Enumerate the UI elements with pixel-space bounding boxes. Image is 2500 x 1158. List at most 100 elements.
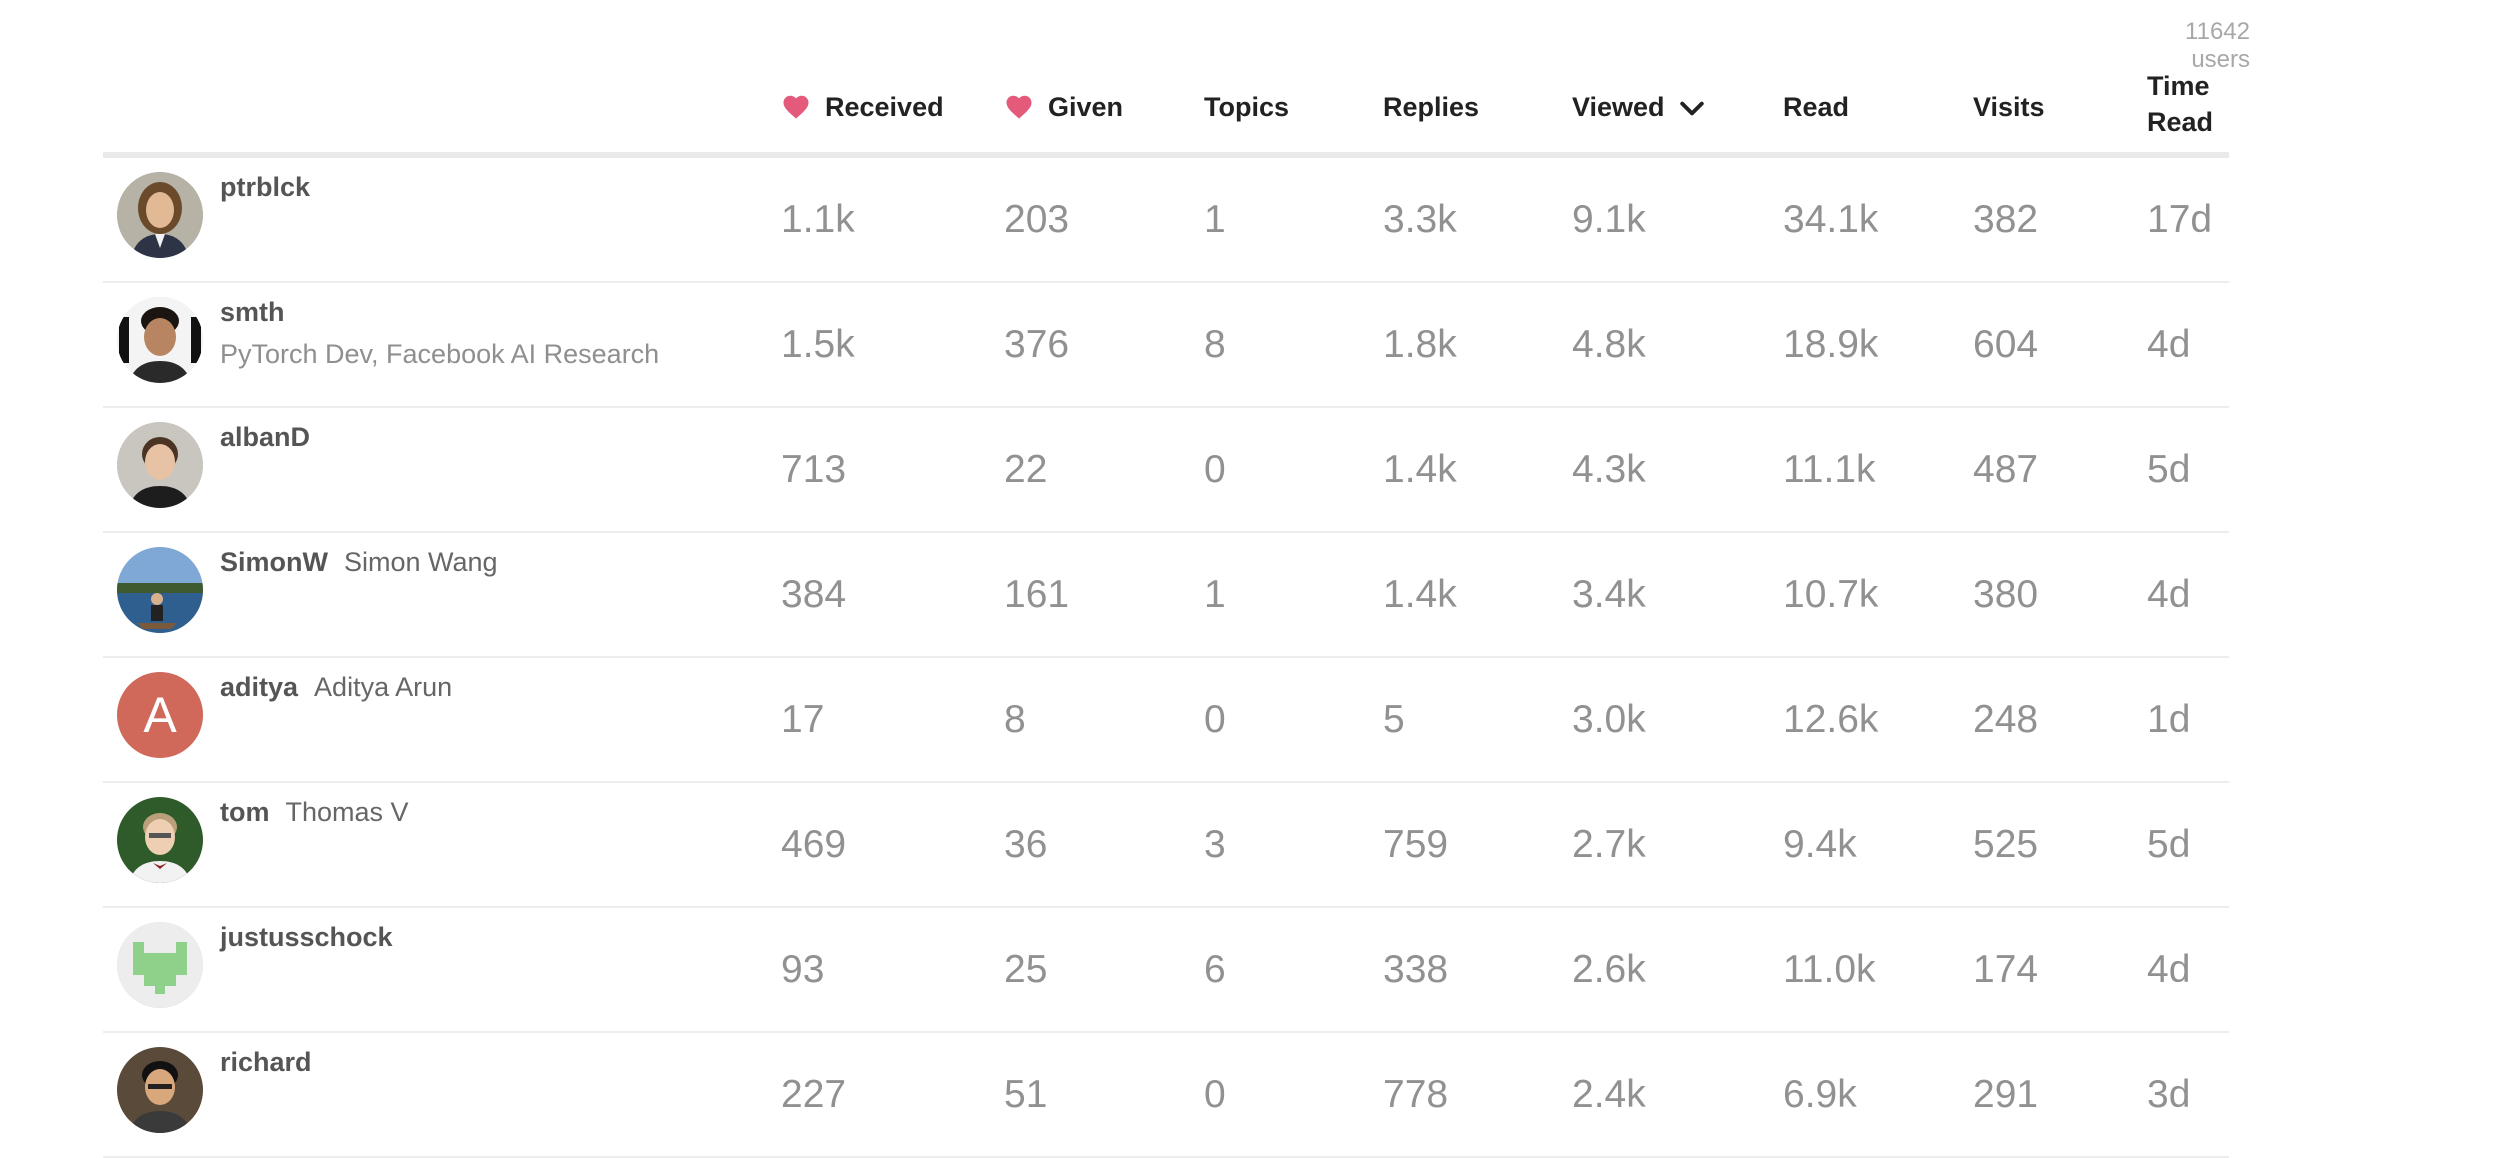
username[interactable]: justusschock (220, 922, 393, 952)
replies-value: 759 (1383, 822, 1449, 866)
topics-value: 1 (1204, 197, 1226, 241)
column-time-read-line1: Time (2147, 71, 2210, 101)
column-topics[interactable]: Topics (1204, 92, 1290, 122)
username[interactable]: SimonW Simon Wang (220, 547, 498, 578)
received-value: 713 (781, 447, 847, 491)
table-row[interactable]: richard 227 51 0 778 2.4k 6.9k 291 3d (103, 1033, 2229, 1158)
avatar[interactable] (117, 922, 203, 1008)
received-value: 93 (781, 947, 825, 991)
table-row[interactable]: justusschock 93 25 6 338 2.6k 11.0k 174 … (103, 908, 2229, 1033)
avatar[interactable] (117, 422, 203, 508)
column-given-label: Given (1048, 92, 1124, 122)
given-value: 25 (1004, 947, 1048, 991)
user-title: PyTorch Dev, Facebook AI Research (220, 339, 660, 369)
username[interactable]: richard (220, 1047, 312, 1077)
received-value: 227 (781, 1072, 847, 1116)
replies-value: 1.8k (1383, 322, 1457, 366)
table-row[interactable]: A aditya Aditya Arun 17 8 0 5 3.0k 12.6k … (103, 658, 2229, 783)
viewed-value: 4.3k (1572, 447, 1646, 491)
full-name: Aditya Arun (314, 672, 453, 702)
visits-value: 248 (1973, 697, 2039, 741)
username[interactable]: smth (220, 297, 285, 327)
given-value: 203 (1004, 197, 1070, 241)
given-value: 161 (1004, 572, 1070, 616)
read-value: 12.6k (1783, 697, 1879, 741)
table-header: Received Given Topics Replies Viewed Rea… (103, 62, 2229, 158)
viewed-value: 3.0k (1572, 697, 1646, 741)
username[interactable]: albanD (220, 422, 311, 452)
time-read-value: 5d (2147, 822, 2191, 866)
topics-value: 8 (1204, 322, 1226, 366)
time-read-value: 4d (2147, 947, 2191, 991)
avatar[interactable] (117, 547, 203, 633)
username[interactable]: tom Thomas V (220, 797, 409, 828)
avatar-letter: A (143, 687, 177, 743)
heart-icon (781, 92, 811, 122)
visits-value: 291 (1973, 1072, 2039, 1116)
column-read[interactable]: Read (1783, 92, 1850, 122)
given-value: 51 (1004, 1072, 1048, 1116)
column-viewed[interactable]: Viewed (1572, 62, 1705, 152)
username[interactable]: ptrblck (220, 172, 311, 202)
read-value: 11.0k (1783, 947, 1876, 991)
table-row[interactable]: albanD 713 22 0 1.4k 4.3k 11.1k 487 5d (103, 408, 2229, 533)
table-row[interactable]: SimonW Simon Wang 384 161 1 1.4k 3.4k 10.… (103, 533, 2229, 658)
viewed-value: 3.4k (1572, 572, 1646, 616)
received-value: 17 (781, 697, 825, 741)
read-value: 10.7k (1783, 572, 1879, 616)
full-name: Simon Wang (344, 547, 498, 577)
column-replies[interactable]: Replies (1383, 92, 1480, 122)
table-row[interactable]: tom Thomas V 469 36 3 759 2.7k 9.4k 525 5… (103, 783, 2229, 908)
column-time-read-line2: Read (2147, 107, 2214, 137)
viewed-value: 9.1k (1572, 197, 1646, 241)
username[interactable]: aditya Aditya Arun (220, 672, 452, 703)
topics-value: 6 (1204, 947, 1226, 991)
topics-value: 0 (1204, 1072, 1226, 1116)
replies-value: 1.4k (1383, 572, 1457, 616)
chevron-down-icon (1679, 94, 1705, 120)
received-value: 384 (781, 572, 847, 616)
username-text: SimonW (220, 547, 328, 577)
avatar[interactable] (117, 297, 203, 383)
column-received-label: Received (825, 92, 944, 122)
replies-value: 778 (1383, 1072, 1449, 1116)
received-value: 1.5k (781, 322, 855, 366)
replies-value: 1.4k (1383, 447, 1457, 491)
table-row[interactable]: ptrblck 1.1k 203 1 3.3k 9.1k 34.1k 382 1… (103, 158, 2229, 283)
time-read-value: 4d (2147, 572, 2191, 616)
avatar[interactable] (117, 797, 203, 883)
user-count: 11642 users (2185, 18, 2250, 73)
time-read-value: 5d (2147, 447, 2191, 491)
column-time-read[interactable]: Time Read (2147, 62, 2213, 158)
visits-value: 525 (1973, 822, 2039, 866)
time-read-value: 4d (2147, 322, 2191, 366)
read-value: 18.9k (1783, 322, 1879, 366)
visits-value: 380 (1973, 572, 2039, 616)
column-viewed-label: Viewed (1572, 92, 1665, 122)
read-value: 9.4k (1783, 822, 1857, 866)
avatar[interactable] (117, 172, 203, 258)
replies-value: 3.3k (1383, 197, 1457, 241)
given-value: 22 (1004, 447, 1048, 491)
column-received[interactable]: Received (781, 62, 944, 152)
table-row[interactable]: smth PyTorch Dev, Facebook AI Research 1… (103, 283, 2229, 408)
received-value: 1.1k (781, 197, 855, 241)
time-read-value: 3d (2147, 1072, 2191, 1116)
replies-value: 338 (1383, 947, 1449, 991)
read-value: 6.9k (1783, 1072, 1857, 1116)
avatar[interactable]: A (117, 672, 203, 758)
column-visits[interactable]: Visits (1973, 92, 2045, 122)
given-value: 376 (1004, 322, 1070, 366)
username-text: aditya (220, 672, 299, 702)
visits-value: 382 (1973, 197, 2039, 241)
users-table: Received Given Topics Replies Viewed Rea… (103, 62, 2229, 1158)
read-value: 11.1k (1783, 447, 1876, 491)
heart-icon (1004, 92, 1034, 122)
given-value: 8 (1004, 697, 1026, 741)
received-value: 469 (781, 822, 847, 866)
column-given[interactable]: Given (1004, 62, 1123, 152)
topics-value: 0 (1204, 697, 1226, 741)
read-value: 34.1k (1783, 197, 1879, 241)
avatar[interactable] (117, 1047, 203, 1133)
full-name: Thomas V (285, 797, 409, 827)
